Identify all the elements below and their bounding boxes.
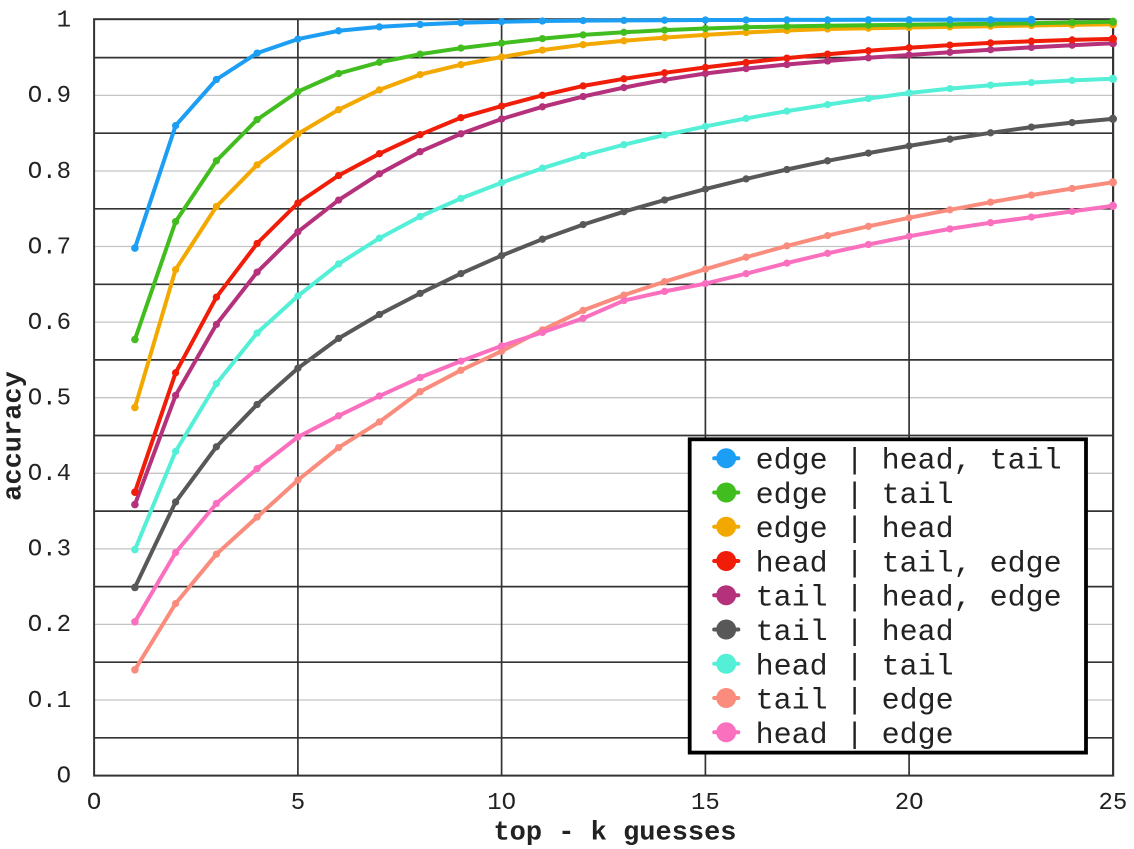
svg-text:head | edge: head | edge: [756, 719, 954, 753]
svg-text:tail | edge: tail | edge: [756, 685, 954, 719]
svg-text:O.6: O.6: [28, 310, 71, 337]
svg-text:edge | tail: edge | tail: [756, 479, 954, 513]
svg-text:O.4: O.4: [28, 461, 71, 488]
svg-text:O.8: O.8: [28, 159, 71, 186]
svg-text:edge | head, tail: edge | head, tail: [756, 445, 1062, 479]
svg-text:top - k guesses: top - k guesses: [493, 819, 736, 849]
svg-text:O: O: [57, 763, 71, 790]
svg-text:1: 1: [57, 8, 71, 35]
svg-text:O.3: O.3: [28, 537, 71, 564]
svg-text:tail | head, edge: tail | head, edge: [756, 582, 1062, 616]
svg-text:edge | head: edge | head: [756, 513, 954, 547]
svg-text:1O: 1O: [487, 790, 516, 817]
svg-text:O.2: O.2: [28, 612, 71, 639]
svg-text:15: 15: [691, 790, 720, 817]
svg-text:accuracy: accuracy: [0, 371, 30, 501]
svg-text:O.9: O.9: [28, 83, 71, 110]
svg-text:O.1: O.1: [28, 688, 71, 715]
svg-text:25: 25: [1098, 790, 1127, 817]
svg-text:head | tail, edge: head | tail, edge: [756, 548, 1062, 582]
svg-text:head | tail: head | tail: [756, 650, 954, 684]
svg-text:O: O: [87, 790, 101, 817]
svg-text:2O: 2O: [895, 790, 924, 817]
svg-text:tail | head: tail | head: [756, 616, 954, 650]
svg-text:5: 5: [291, 790, 305, 817]
svg-text:O.5: O.5: [28, 386, 71, 413]
svg-text:O.7: O.7: [28, 234, 71, 261]
